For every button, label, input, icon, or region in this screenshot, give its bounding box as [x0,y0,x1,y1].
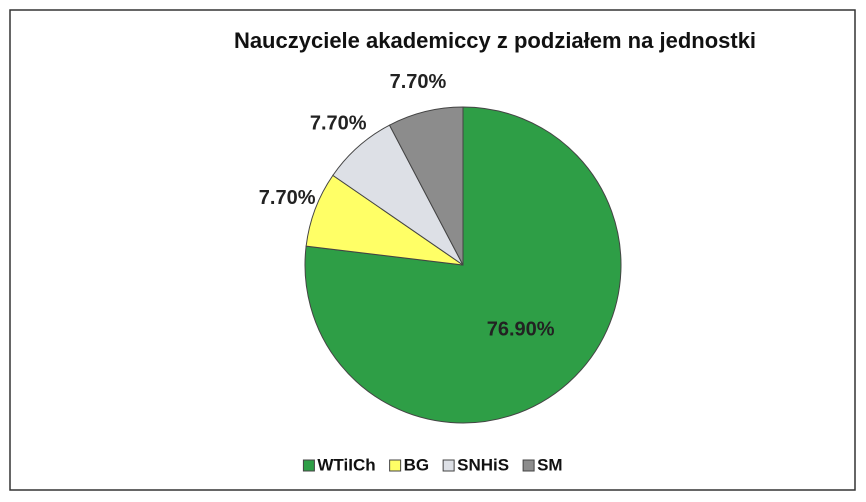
legend-label: SNHiS [457,455,509,474]
legend-swatch [442,459,455,472]
data-label: 7.70% [310,113,367,135]
pie-slice [304,106,622,424]
legend-label: BG [404,455,430,474]
legend-label: WTiICh [317,455,375,474]
data-label: 7.70% [259,187,316,209]
legend-label: SM [537,455,563,474]
data-label: 76.90% [487,318,555,340]
legend-swatch [389,459,402,472]
pie-slice [388,106,464,266]
chart-title: Nauczyciele akademiccy z podziałem na je… [234,28,756,53]
legend-swatch [302,459,315,472]
legend-swatch [522,459,535,472]
data-label: 7.70% [390,71,447,93]
